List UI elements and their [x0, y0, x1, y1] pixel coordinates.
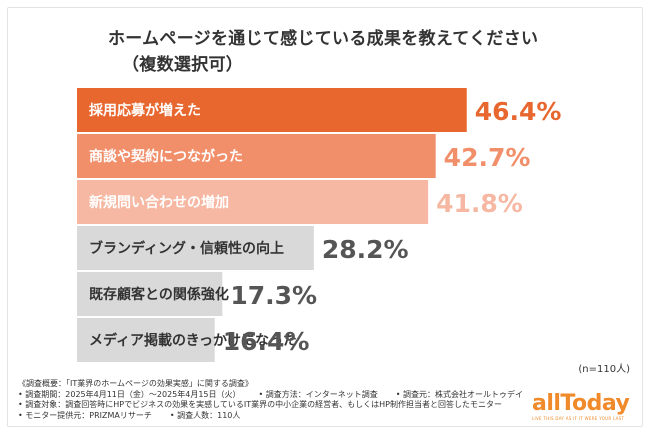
value-label-3: 41.8%	[436, 189, 523, 218]
footnote-period: • 調査期間：2025年4月11日（金）～2025年4月15日（火）	[18, 389, 241, 399]
bar-label-6: メディア掲載のきっかけになった	[89, 332, 297, 349]
bar-chart: 採用応募が増えた 46.4% 商談や契約につながった 42.7% 新規問い合わせの増加 4…	[77, 88, 562, 362]
bar-6	[77, 318, 215, 362]
bar-1	[77, 88, 467, 132]
value-label-2: 42.7%	[444, 143, 531, 172]
bar-3	[77, 180, 429, 224]
footnote-provider: • モニター提供元：PRIZMAリサーチ	[18, 410, 152, 420]
footnote-row-4: • モニター提供元：PRIZMAリサーチ • 調査人数：110人	[18, 411, 541, 422]
bar-5	[77, 272, 223, 316]
footnote-respondents: • 調査人数：110人	[169, 410, 241, 420]
bar-label-3: 新規問い合わせの増加	[89, 194, 229, 211]
logo-wordmark: allToday	[532, 391, 630, 416]
value-label-6: 16.4%	[223, 327, 310, 356]
footnote-overview: 《調査概要：「IT業界のホームページの効果実感」に関する調査》	[18, 379, 253, 388]
value-label-5: 17.3%	[230, 281, 317, 310]
footnote-target: • 調査対象：調査回答時にHPでビジネスの効果を実感しているIT業界の中小企業の…	[18, 400, 502, 410]
survey-footnotes: 《調査概要：「IT業界のホームページの効果実感」に関する調査》 • 調査期間：2…	[18, 379, 541, 421]
bar-label-2: 商談や契約につながった	[89, 148, 243, 165]
bar-label-5: 既存顧客との関係強化	[89, 286, 229, 303]
bar-4	[77, 226, 314, 270]
bar-label-1: 採用応募が増えた	[89, 102, 201, 119]
footnote-row-2: • 調査期間：2025年4月11日（金）～2025年4月15日（火） • 調査方法…	[18, 390, 541, 401]
sample-size-note: (n=110人)	[578, 364, 630, 375]
footnote-method: • 調査方法：インターネット調査	[258, 389, 378, 399]
chart-title: ホームページを通じて感じている成果を教えてください	[108, 29, 539, 49]
footnote-organizer: • 調査元：株式会社オールトゥデイ	[395, 389, 524, 399]
bar-label-4: ブランディング・信頼性の向上	[89, 240, 284, 257]
value-label-4: 28.2%	[322, 235, 409, 264]
bar-2	[77, 134, 436, 178]
value-label-1: 46.4%	[475, 97, 562, 126]
chart-subtitle: （複数選択可）	[122, 55, 244, 75]
chart-frame	[7, 7, 643, 427]
alltoday-logo: allToday LIVE THIS DAY AS IF IT WERE YOU…	[532, 393, 642, 427]
logo-tagline: LIVE THIS DAY AS IF IT WERE YOUR LAST	[532, 416, 625, 421]
